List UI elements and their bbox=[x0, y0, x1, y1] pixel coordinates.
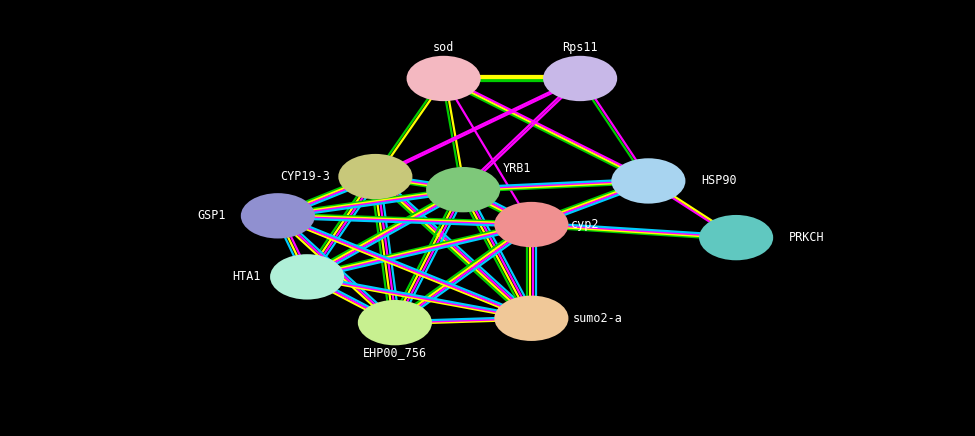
Ellipse shape bbox=[407, 56, 481, 101]
Text: CYP19-3: CYP19-3 bbox=[280, 170, 331, 183]
Ellipse shape bbox=[358, 300, 432, 345]
Ellipse shape bbox=[611, 158, 685, 204]
Text: sumo2-a: sumo2-a bbox=[572, 312, 623, 325]
Ellipse shape bbox=[494, 202, 568, 247]
Text: Rps11: Rps11 bbox=[563, 41, 598, 54]
Ellipse shape bbox=[426, 167, 500, 212]
Ellipse shape bbox=[270, 254, 344, 300]
Ellipse shape bbox=[699, 215, 773, 260]
Text: HSP90: HSP90 bbox=[701, 174, 736, 187]
Ellipse shape bbox=[338, 154, 412, 199]
Text: EHP00_756: EHP00_756 bbox=[363, 346, 427, 359]
Ellipse shape bbox=[543, 56, 617, 101]
Text: PRKCH: PRKCH bbox=[789, 231, 824, 244]
Text: cyp2: cyp2 bbox=[570, 218, 600, 231]
Text: GSP1: GSP1 bbox=[197, 209, 226, 222]
Ellipse shape bbox=[494, 296, 568, 341]
Text: HTA1: HTA1 bbox=[232, 270, 261, 283]
Text: sod: sod bbox=[433, 41, 454, 54]
Text: YRB1: YRB1 bbox=[502, 162, 531, 175]
Ellipse shape bbox=[241, 193, 315, 238]
